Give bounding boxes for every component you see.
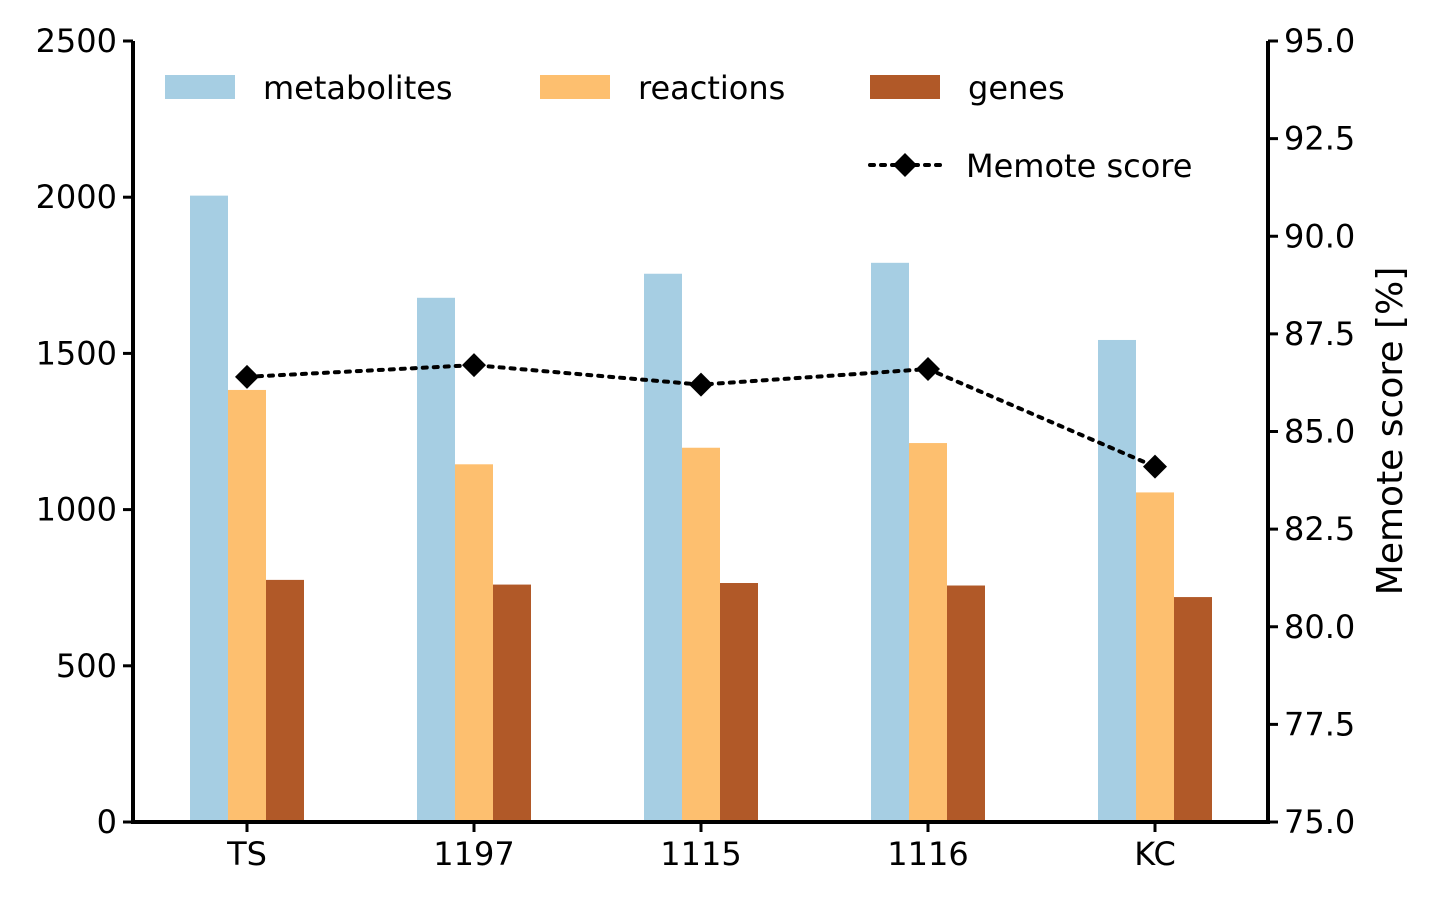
legend: metabolites reactions genes Memote score [165,69,1192,185]
right-axis-title: Memote score [%] [1370,267,1411,595]
legend-label-reactions: reactions [638,69,785,107]
axes: 0 500 1000 1500 2000 2500 75.0 77.5 80.0 82.5 85.0… [36,22,1356,873]
left-tick-label: 500 [56,647,117,685]
legend-swatch-genes [870,75,940,99]
legend-label-memote: Memote score [966,147,1192,185]
x-tick-label: TS [226,835,267,873]
memote-point-KC [1143,454,1167,479]
memote-point-1116 [916,357,940,382]
bar-metabolites-KC [1098,339,1136,822]
bar-genes-1115 [720,583,758,822]
left-tick-label: 2500 [36,22,117,60]
left-tick-label: 0 [97,803,117,841]
legend-label-metabolites: metabolites [263,69,453,107]
bar-reactions-KC [1136,492,1174,822]
bar-reactions-1115 [682,447,720,822]
bar-metabolites-1115 [644,273,682,822]
bar-group [190,195,1212,823]
right-tick-label: 75.0 [1284,803,1355,841]
memote-point-1197 [462,353,486,378]
bar-metabolites-TS [190,195,228,822]
right-tick-label: 80.0 [1284,608,1355,646]
x-tick-label: KC [1134,835,1176,873]
right-tick-label: 92.5 [1284,120,1355,158]
right-tick-label: 82.5 [1284,510,1355,548]
bar-metabolites-1197 [417,297,455,822]
legend-swatch-reactions [540,75,610,99]
bar-genes-1116 [947,585,985,822]
legend-label-genes: genes [968,69,1065,107]
memote-point-1115 [689,372,713,397]
bar-reactions-1197 [455,464,493,822]
x-tick-label: 1115 [660,835,741,873]
legend-marker-memote [893,153,917,177]
right-tick-label: 85.0 [1284,413,1355,451]
bar-reactions-TS [228,389,266,822]
legend-swatch-metabolites [165,75,235,99]
bar-metabolites-1116 [871,262,909,823]
right-tick-label: 87.5 [1284,315,1355,353]
memote-line-layer [235,353,1167,479]
left-tick-label: 2000 [36,178,117,216]
bar-genes-KC [1174,597,1212,822]
bar-reactions-1116 [909,443,947,822]
x-tick-label: 1197 [433,835,514,873]
right-tick-label: 95.0 [1284,22,1355,60]
right-tick-label: 90.0 [1284,217,1355,255]
bar-genes-1197 [493,584,531,822]
x-tick-label: 1116 [887,835,968,873]
bar-genes-TS [266,579,304,822]
memote-point-TS [235,364,259,389]
right-tick-label: 77.5 [1284,705,1355,743]
left-tick-label: 1500 [36,334,117,372]
left-tick-label: 1000 [36,491,117,529]
